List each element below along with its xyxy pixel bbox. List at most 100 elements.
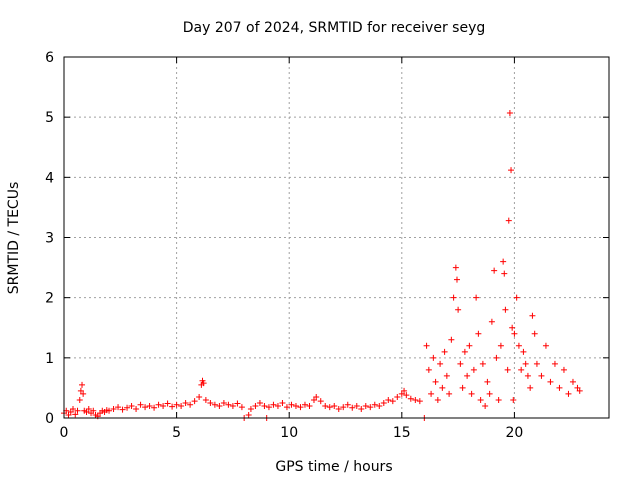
data-point bbox=[542, 342, 549, 349]
data-point bbox=[133, 405, 140, 412]
y-tick-label: 5 bbox=[45, 110, 54, 126]
data-point bbox=[443, 372, 450, 379]
data-point bbox=[173, 401, 180, 408]
data-point bbox=[565, 390, 572, 397]
data-point bbox=[437, 360, 444, 367]
data-point bbox=[500, 258, 507, 265]
data-point bbox=[470, 366, 477, 373]
data-point bbox=[160, 402, 167, 409]
data-point bbox=[306, 402, 313, 409]
data-point bbox=[216, 402, 223, 409]
data-point bbox=[509, 324, 516, 331]
data-point bbox=[358, 405, 365, 412]
x-axis-label: GPS time / hours bbox=[275, 459, 392, 475]
data-point bbox=[576, 387, 583, 394]
data-point bbox=[85, 405, 92, 412]
data-point bbox=[511, 330, 518, 337]
data-point bbox=[211, 401, 218, 408]
data-point bbox=[508, 167, 515, 174]
data-point bbox=[522, 360, 529, 367]
data-point bbox=[80, 390, 87, 397]
x-tick-label: 5 bbox=[172, 425, 181, 441]
data-point bbox=[538, 372, 545, 379]
data-point bbox=[556, 384, 563, 391]
data-point bbox=[510, 396, 517, 403]
data-point bbox=[389, 398, 396, 405]
data-point bbox=[202, 396, 209, 403]
data-point bbox=[182, 399, 189, 406]
data-point bbox=[146, 402, 153, 409]
data-point bbox=[560, 366, 567, 373]
data-point bbox=[256, 399, 263, 406]
data-point bbox=[416, 398, 423, 405]
data-point bbox=[297, 404, 304, 411]
data-point bbox=[468, 390, 475, 397]
x-tick-label: 15 bbox=[393, 425, 411, 441]
data-point bbox=[450, 294, 457, 301]
data-point bbox=[362, 402, 369, 409]
data-point bbox=[457, 360, 464, 367]
data-point bbox=[220, 399, 227, 406]
data-point bbox=[486, 390, 493, 397]
data-point bbox=[128, 402, 135, 409]
data-point bbox=[207, 399, 214, 406]
data-point bbox=[423, 342, 430, 349]
data-point bbox=[394, 393, 401, 400]
data-point bbox=[247, 405, 254, 412]
y-tick-label: 3 bbox=[45, 231, 54, 247]
chart-title: Day 207 of 2024, SRMTID for receiver sey… bbox=[183, 20, 486, 36]
data-point bbox=[110, 405, 117, 412]
data-point bbox=[155, 401, 162, 408]
data-point bbox=[432, 378, 439, 385]
data-point bbox=[326, 404, 333, 411]
data-point bbox=[301, 401, 308, 408]
data-point bbox=[531, 330, 538, 337]
data-point bbox=[401, 387, 408, 394]
data-point bbox=[452, 264, 459, 271]
data-point bbox=[234, 400, 241, 407]
data-point bbox=[65, 411, 72, 418]
data-point bbox=[488, 318, 495, 325]
data-point bbox=[225, 401, 232, 408]
y-axis-label: SRMTID / TECUs bbox=[6, 182, 22, 295]
data-point bbox=[529, 312, 536, 319]
data-point bbox=[83, 408, 90, 415]
data-point bbox=[335, 405, 342, 412]
data-point bbox=[142, 404, 149, 411]
data-point bbox=[70, 405, 77, 412]
data-point bbox=[484, 378, 491, 385]
data-point bbox=[502, 306, 509, 313]
data-point bbox=[569, 378, 576, 385]
data-point bbox=[187, 401, 194, 408]
data-point bbox=[106, 407, 113, 414]
data-points bbox=[61, 109, 583, 421]
data-point bbox=[455, 306, 462, 313]
data-point bbox=[477, 396, 484, 403]
data-point bbox=[229, 402, 236, 409]
data-point bbox=[376, 402, 383, 409]
data-point bbox=[178, 402, 185, 409]
data-point bbox=[313, 393, 320, 400]
data-point bbox=[441, 348, 448, 355]
data-point bbox=[238, 404, 245, 411]
data-point bbox=[495, 396, 502, 403]
data-point bbox=[439, 384, 446, 391]
data-point bbox=[74, 407, 81, 414]
data-point bbox=[252, 402, 259, 409]
data-point bbox=[191, 398, 198, 405]
data-point bbox=[491, 267, 498, 274]
data-point bbox=[473, 294, 480, 301]
data-point bbox=[279, 399, 286, 406]
data-point bbox=[482, 402, 489, 409]
data-point bbox=[261, 402, 268, 409]
data-point bbox=[196, 393, 203, 400]
data-point bbox=[72, 411, 79, 418]
grid-lines bbox=[64, 57, 609, 418]
data-point bbox=[434, 396, 441, 403]
data-point bbox=[497, 342, 504, 349]
data-point bbox=[574, 384, 581, 391]
data-point bbox=[151, 404, 158, 411]
data-point bbox=[520, 348, 527, 355]
data-point bbox=[317, 398, 324, 405]
data-point bbox=[67, 408, 74, 415]
